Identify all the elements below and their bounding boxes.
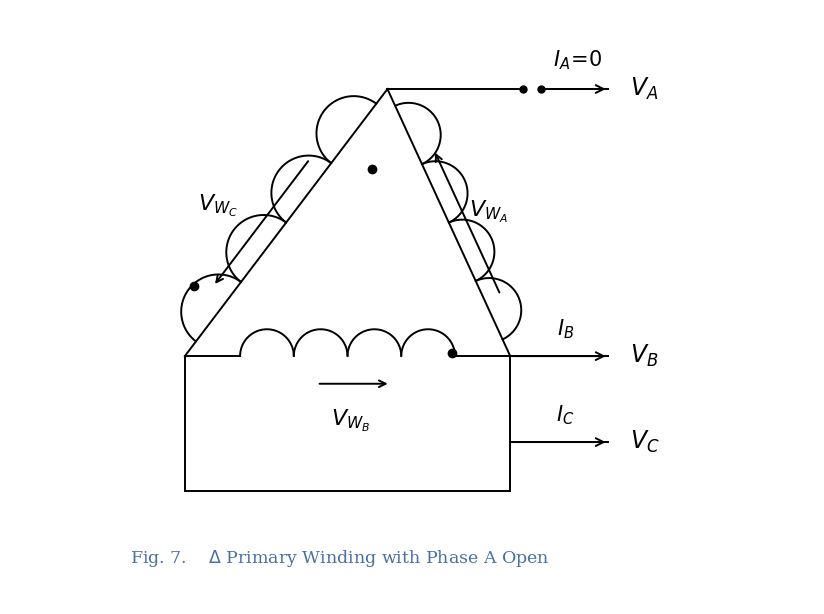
Text: $\mathit{V}_{\mathit{W}_{\mathit{B}}}$: $\mathit{V}_{\mathit{W}_{\mathit{B}}}$ [331,408,370,433]
Text: $\mathit{V}_{\mathit{W}_{\mathit{C}}}$: $\mathit{V}_{\mathit{W}_{\mathit{C}}}$ [199,193,239,219]
Text: $\mathit{I}_{\mathit{C}}$: $\mathit{I}_{\mathit{C}}$ [556,403,574,427]
Text: $\mathit{V}_{\mathit{A}}$: $\mathit{V}_{\mathit{A}}$ [630,76,658,102]
Text: $\mathit{I}_{\mathit{A}}\!=\!0$: $\mathit{I}_{\mathit{A}}\!=\!0$ [553,49,602,72]
Text: $\mathit{V}_{\mathit{W}_{\mathit{A}}}$: $\mathit{V}_{\mathit{W}_{\mathit{A}}}$ [469,199,508,225]
Text: $\mathit{V}_{\mathit{B}}$: $\mathit{V}_{\mathit{B}}$ [630,343,658,369]
Text: $\mathit{I}_{\mathit{B}}$: $\mathit{I}_{\mathit{B}}$ [557,317,574,341]
Text: Fig. 7.    $\Delta$ Primary Winding with Phase A Open: Fig. 7. $\Delta$ Primary Winding with Ph… [129,548,549,569]
Text: $\mathit{V}_{\mathit{C}}$: $\mathit{V}_{\mathit{C}}$ [630,429,659,455]
